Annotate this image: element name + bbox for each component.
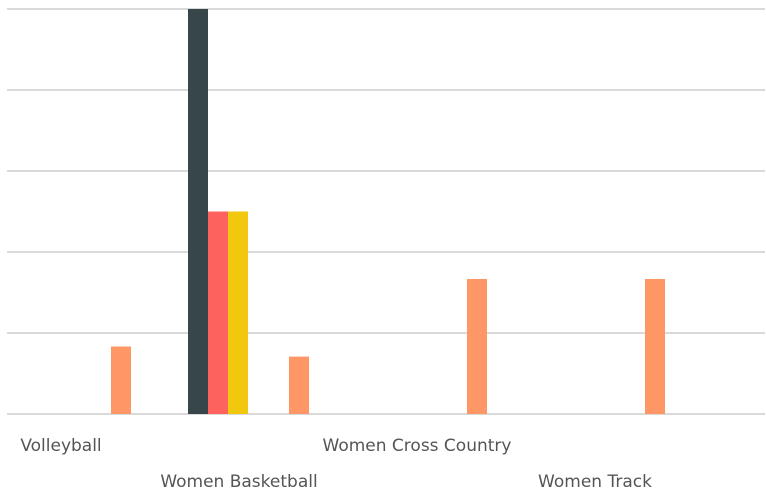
bar [208,211,228,414]
bar [467,279,487,414]
bar [111,346,131,414]
bar [188,9,208,414]
x-tick-label: Volleyball [20,436,101,456]
bar [289,356,309,414]
bar [228,211,248,414]
bar [645,279,665,414]
x-tick-label: Women Basketball [160,472,317,492]
x-tick-label: Women Cross Country [323,436,512,456]
x-tick-label: Women Track [538,472,652,492]
